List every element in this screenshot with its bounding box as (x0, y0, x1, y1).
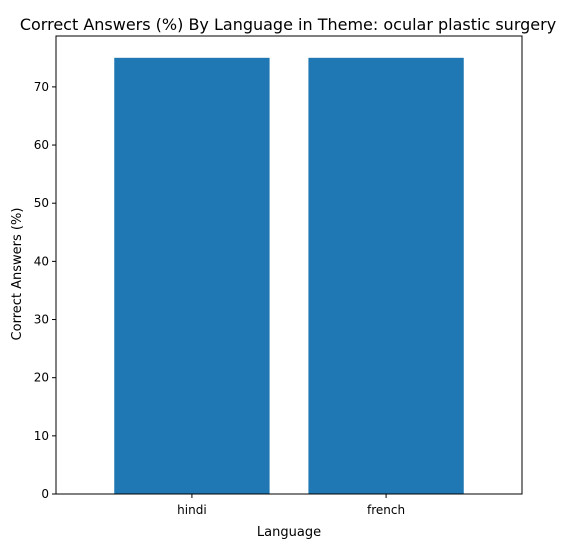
y-tick-label: 30 (34, 313, 49, 327)
plot-area: 0 10 20 30 40 50 60 70 hindi french (34, 36, 522, 517)
y-tick-label: 70 (34, 80, 49, 94)
y-tick-label: 20 (34, 371, 49, 385)
y-axis-label: Correct Answers (%) (10, 208, 25, 341)
y-tick-label: 60 (34, 138, 49, 152)
y-tick-label: 50 (34, 196, 49, 210)
x-tick-label: french (367, 503, 405, 517)
chart-title: Correct Answers (%) By Language in Theme… (20, 15, 556, 34)
y-tick-label: 40 (34, 254, 49, 268)
y-tick-label: 0 (41, 487, 49, 501)
bar-hindi (114, 58, 269, 494)
x-tick-label: hindi (177, 503, 207, 517)
x-axis-label: Language (257, 525, 321, 540)
y-tick-label: 10 (34, 429, 49, 443)
bar-french (308, 58, 463, 494)
